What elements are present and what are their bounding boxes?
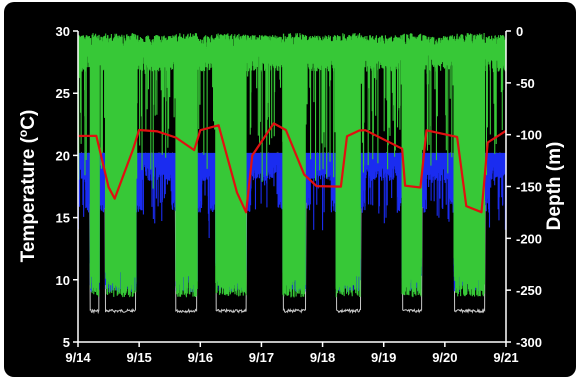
y-left-tick-label: 30: [56, 24, 70, 39]
series-red-temperature: [78, 122, 506, 214]
x-tick-label: 9/16: [188, 350, 213, 365]
y-axis-right-title: Depth (m): [544, 142, 565, 231]
series-green-depth: [78, 33, 506, 298]
x-tick-label: 9/20: [432, 350, 457, 365]
x-tick-label: 9/21: [493, 350, 518, 365]
y-right-tick-label: 0: [516, 24, 523, 39]
x-tick-label: 9/14: [65, 350, 91, 365]
y-right-tick-label: -250: [516, 283, 542, 298]
y-axis-left-title: Temperature (oC): [16, 110, 39, 263]
y-left-tick-label: 25: [56, 86, 70, 101]
y-left-tick-label: 10: [56, 273, 70, 288]
y-right-tick-label: -100: [516, 128, 542, 143]
chart-frame: 5 10 15 20 25 30 0 -50 -100 -150 -200 -250 -300 9/14 9…: [4, 2, 576, 377]
y-right-tick-label: -300: [516, 335, 542, 350]
y-right-tick-label: -50: [516, 76, 535, 91]
x-tick-label: 9/15: [126, 350, 151, 365]
temperature-depth-chart: 5 10 15 20 25 30 0 -50 -100 -150 -200 -250 -300 9/14 9…: [16, 24, 565, 365]
y-left-tick-label: 15: [56, 211, 70, 226]
x-tick-label: 9/19: [371, 350, 396, 365]
y-left-tick-label: 5: [63, 335, 70, 350]
y-right-tick-label: -200: [516, 231, 542, 246]
x-tick-label: 9/18: [310, 350, 335, 365]
x-tick-label: 9/17: [249, 350, 274, 365]
y-right-tick-label: -150: [516, 180, 542, 195]
y-left-tick-label: 20: [56, 148, 70, 163]
